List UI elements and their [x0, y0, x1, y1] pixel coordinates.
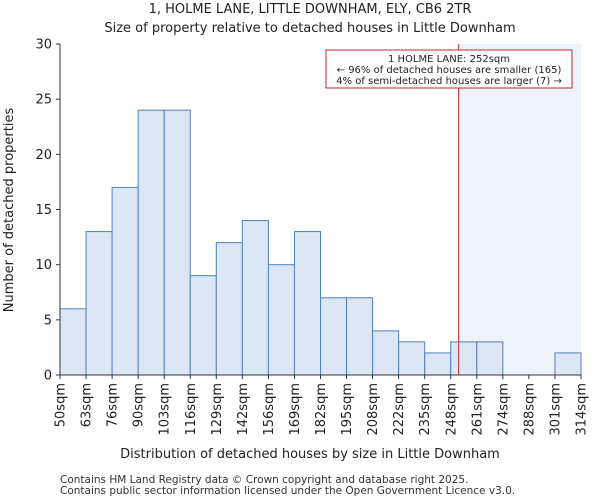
annotation-line-1: 1 HOLME LANE: 252sqm — [388, 54, 510, 65]
bar — [85, 231, 113, 376]
highlight-region — [458, 44, 581, 375]
x-tick-label: 274sqm — [496, 383, 511, 436]
annotation-box — [325, 49, 573, 89]
y-tick-label: 25 — [35, 93, 52, 108]
x-tick-label: 116sqm — [184, 383, 199, 436]
bar — [111, 186, 139, 376]
x-tick-label: 288sqm — [522, 383, 537, 436]
x-tick-label: 182sqm — [314, 383, 329, 436]
bar — [424, 352, 452, 376]
plot-area: 0 5 10 15 20 25 30 50sqm 63sqm 76sqm 90sqm 103sqm 11… — [35, 38, 589, 436]
y-tick-label: 30 — [35, 38, 52, 53]
footer-line-2: Contains public sector information licen… — [60, 485, 515, 497]
annotation-line-3: 4% of semi-detached houses are larger (7… — [336, 76, 562, 87]
chart-title: 1, HOLME LANE, LITTLE DOWNHAM, ELY, CB6 … — [149, 2, 472, 17]
x-tick-label: 156sqm — [262, 383, 277, 436]
x-tick-label: 208sqm — [366, 383, 381, 436]
x-tick-label: 90sqm — [132, 383, 147, 427]
x-tick-label: 195sqm — [340, 383, 355, 436]
x-tick-label: 301sqm — [548, 383, 563, 436]
x-tick-label: 222sqm — [392, 383, 407, 436]
bar — [293, 231, 322, 376]
bar — [267, 264, 295, 376]
x-tick-label: 103sqm — [158, 383, 173, 436]
x-tick-label: 169sqm — [288, 383, 303, 436]
bar — [189, 275, 217, 376]
chart-subtitle: Size of property relative to detached ho… — [104, 21, 515, 36]
y-tick-label: 15 — [35, 203, 52, 218]
bar — [554, 352, 582, 376]
bar — [450, 341, 478, 376]
bar — [163, 109, 191, 376]
x-tick-label: 50sqm — [54, 383, 69, 427]
bar — [215, 242, 243, 376]
bar — [137, 109, 165, 376]
y-tick-label: 10 — [35, 258, 52, 273]
bar — [372, 330, 400, 376]
x-tick-label: 63sqm — [80, 383, 95, 427]
bar — [320, 297, 348, 376]
annotation-line-2: ← 96% of detached houses are smaller (16… — [337, 65, 562, 76]
x-tick-label: 235sqm — [418, 383, 433, 436]
bar — [476, 341, 504, 376]
x-tick-label: 76sqm — [106, 383, 121, 427]
bar — [241, 220, 269, 376]
bar — [346, 297, 374, 376]
bar — [59, 308, 87, 376]
x-tick-label: 248sqm — [444, 383, 459, 436]
x-tick-label: 129sqm — [210, 383, 225, 436]
y-tick-label: 5 — [44, 313, 52, 328]
bar — [398, 341, 426, 376]
y-tick-label: 0 — [44, 369, 52, 384]
footer-line-1: Contains HM Land Registry data © Crown c… — [60, 474, 468, 486]
annotation: 1 HOLME LANE: 252sqm ← 96% of detached h… — [325, 49, 573, 89]
y-tick-label: 20 — [35, 148, 52, 163]
x-tick-label: 261sqm — [470, 383, 485, 436]
x-tick-label: 314sqm — [575, 383, 590, 436]
x-tick-label: 142sqm — [236, 383, 251, 436]
y-axis-label: Number of detached properties — [2, 108, 17, 313]
x-axis-label: Distribution of detached houses by size … — [120, 447, 500, 462]
